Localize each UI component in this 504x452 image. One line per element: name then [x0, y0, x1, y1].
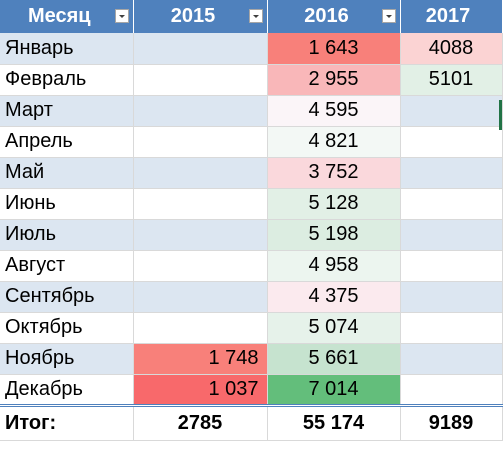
- value-2016-cell[interactable]: 4 375: [267, 281, 401, 313]
- header-month[interactable]: Месяц: [0, 0, 134, 33]
- value-2015-cell[interactable]: 1 748: [133, 343, 268, 375]
- table-row: Сентябрь 4 375: [0, 281, 503, 313]
- table-row: Апрель 4 821: [0, 126, 503, 158]
- value-2017-cell[interactable]: [400, 281, 503, 313]
- month-cell[interactable]: Сентябрь: [0, 281, 134, 313]
- table-row: Февраль 2 955 5101: [0, 64, 503, 96]
- header-2015[interactable]: 2015: [133, 0, 268, 33]
- value-2015-cell[interactable]: [133, 250, 268, 282]
- month-cell[interactable]: Декабрь: [0, 374, 134, 406]
- header-row: Месяц 2015 2016: [0, 0, 503, 33]
- value-2016-cell[interactable]: 4 595: [267, 95, 401, 127]
- value-2015-cell[interactable]: [133, 33, 268, 65]
- total-2016-cell[interactable]: 55 174: [267, 403, 401, 441]
- month-cell[interactable]: Май: [0, 157, 134, 189]
- value-2017-cell[interactable]: [400, 126, 503, 158]
- value-2015-cell[interactable]: [133, 157, 268, 189]
- filter-dropdown-icon[interactable]: [381, 9, 396, 23]
- month-cell[interactable]: Январь: [0, 33, 134, 65]
- header-2016-label: 2016: [304, 5, 349, 27]
- value-2017-cell[interactable]: [400, 188, 503, 220]
- value-2017-cell[interactable]: 5101: [400, 64, 503, 96]
- table-row: Июль 5 198: [0, 219, 503, 251]
- header-2015-label: 2015: [170, 5, 216, 27]
- value-2017-cell[interactable]: [400, 312, 503, 344]
- table-row: Ноябрь 1 748 5 661: [0, 343, 503, 375]
- total-label-cell[interactable]: Итог:: [0, 403, 134, 441]
- value-2016-cell[interactable]: 4 958: [267, 250, 401, 282]
- header-month-label: Месяц: [27, 5, 91, 27]
- header-2016[interactable]: 2016: [267, 0, 401, 33]
- total-2017-cell[interactable]: 9189: [400, 403, 503, 441]
- table-row: Январь 1 643 4088: [0, 33, 503, 65]
- value-2016-cell[interactable]: 7 014: [267, 374, 401, 406]
- pivot-table: Месяц 2015 2016: [0, 0, 503, 441]
- value-2017-cell[interactable]: [400, 343, 503, 375]
- value-2016-cell[interactable]: 5 198: [267, 219, 401, 251]
- month-cell[interactable]: Ноябрь: [0, 343, 134, 375]
- value-2016-cell[interactable]: 4 821: [267, 126, 401, 158]
- value-2015-cell[interactable]: [133, 312, 268, 344]
- cell-selection-edge: [499, 100, 502, 130]
- month-cell[interactable]: Июль: [0, 219, 134, 251]
- value-2016-cell[interactable]: 5 074: [267, 312, 401, 344]
- value-2016-cell[interactable]: 1 643: [267, 33, 401, 65]
- table-body: Январь 1 643 4088 Февраль 2 955 5101 Март 4 595…: [0, 33, 503, 406]
- value-2016-cell[interactable]: 5 128: [267, 188, 401, 220]
- value-2016-cell[interactable]: 3 752: [267, 157, 401, 189]
- value-2017-cell[interactable]: [400, 250, 503, 282]
- table-row: Июнь 5 128: [0, 188, 503, 220]
- value-2015-cell[interactable]: [133, 219, 268, 251]
- value-2015-cell[interactable]: 1 037: [133, 374, 268, 406]
- value-2016-cell[interactable]: 5 661: [267, 343, 401, 375]
- month-cell[interactable]: Апрель: [0, 126, 134, 158]
- table-row: Декабрь 1 037 7 014: [0, 374, 503, 406]
- value-2015-cell[interactable]: [133, 126, 268, 158]
- value-2017-cell[interactable]: [400, 157, 503, 189]
- value-2015-cell[interactable]: [133, 95, 268, 127]
- month-cell[interactable]: Февраль: [0, 64, 134, 96]
- filter-dropdown-icon[interactable]: [248, 9, 263, 23]
- value-2017-cell[interactable]: 4088: [400, 33, 503, 65]
- value-2015-cell[interactable]: [133, 281, 268, 313]
- value-2017-cell[interactable]: [400, 219, 503, 251]
- value-2017-cell[interactable]: [400, 95, 503, 127]
- month-cell[interactable]: Август: [0, 250, 134, 282]
- month-cell[interactable]: Март: [0, 95, 134, 127]
- value-2017-cell[interactable]: [400, 374, 503, 406]
- total-2015-cell[interactable]: 2785: [133, 403, 268, 441]
- table-row: Май 3 752: [0, 157, 503, 189]
- month-cell[interactable]: Октябрь: [0, 312, 134, 344]
- value-2015-cell[interactable]: [133, 188, 268, 220]
- filter-dropdown-icon[interactable]: [114, 9, 129, 23]
- table-row: Март 4 595: [0, 95, 503, 127]
- table-row: Август 4 958: [0, 250, 503, 282]
- total-row: Итог: 2785 55 174 9189: [0, 403, 503, 441]
- header-2017-label: 2017: [425, 5, 471, 27]
- month-cell[interactable]: Июнь: [0, 188, 134, 220]
- table-row: Октябрь 5 074: [0, 312, 503, 344]
- header-2017[interactable]: 2017: [400, 0, 503, 33]
- value-2015-cell[interactable]: [133, 64, 268, 96]
- value-2016-cell[interactable]: 2 955: [267, 64, 401, 96]
